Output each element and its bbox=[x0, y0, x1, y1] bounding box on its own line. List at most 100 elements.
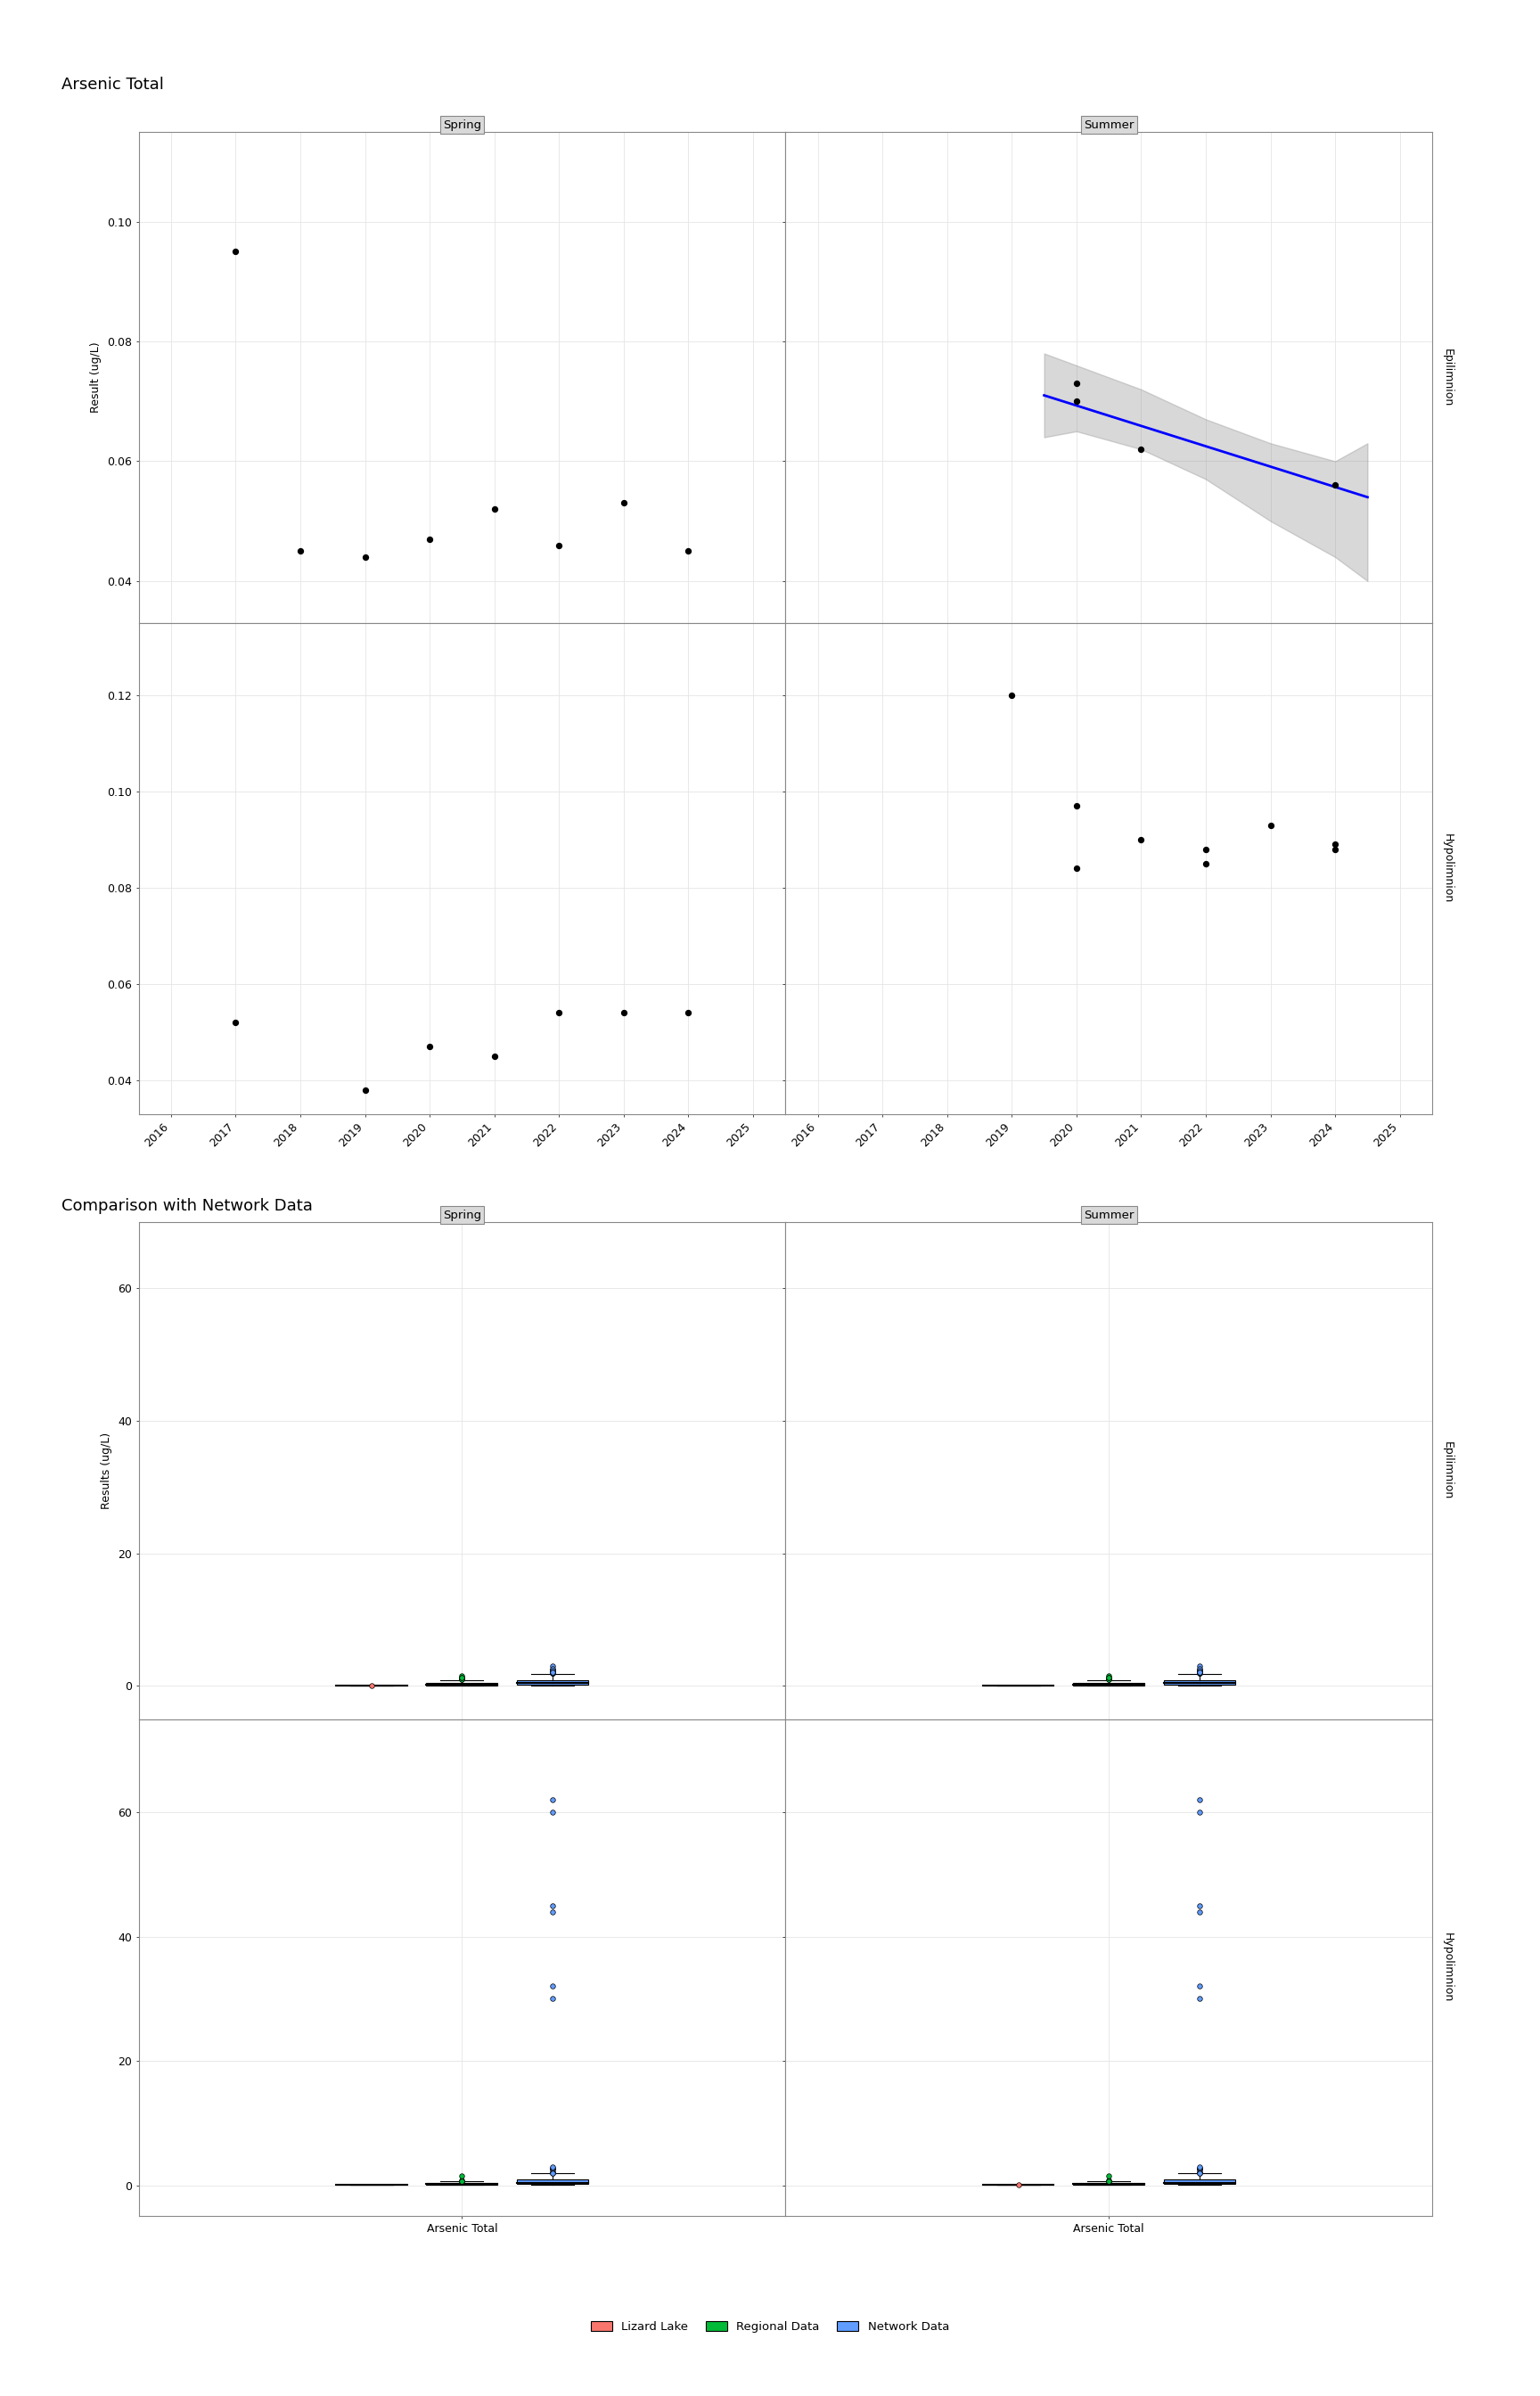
Point bbox=[541, 1651, 565, 1689]
Point bbox=[541, 1653, 565, 1692]
Point bbox=[611, 994, 636, 1033]
Point bbox=[353, 1071, 377, 1109]
Point bbox=[541, 1979, 565, 2017]
Point bbox=[541, 2154, 565, 2192]
Point bbox=[1258, 805, 1283, 843]
Point bbox=[1187, 2154, 1212, 2192]
Title: Spring: Spring bbox=[444, 1210, 480, 1222]
Point bbox=[541, 1653, 565, 1692]
Point bbox=[547, 527, 571, 565]
Text: Comparison with Network Data: Comparison with Network Data bbox=[62, 1198, 313, 1215]
Point bbox=[1096, 2161, 1121, 2200]
Point bbox=[450, 2161, 474, 2200]
Point bbox=[1187, 1653, 1212, 1692]
Point bbox=[1187, 1653, 1212, 1692]
Point bbox=[1096, 2161, 1121, 2200]
Point bbox=[223, 1004, 248, 1042]
Point bbox=[1187, 2152, 1212, 2190]
Point bbox=[541, 2154, 565, 2192]
Point bbox=[541, 1651, 565, 1689]
Point bbox=[541, 1648, 565, 1687]
Point bbox=[288, 532, 313, 570]
Point bbox=[1323, 824, 1348, 863]
Text: Epilimnion: Epilimnion bbox=[1441, 347, 1454, 407]
Point bbox=[1096, 1656, 1121, 1694]
Text: Hypolimnion: Hypolimnion bbox=[1441, 1934, 1454, 2003]
Title: Summer: Summer bbox=[1084, 120, 1133, 132]
Point bbox=[1096, 2161, 1121, 2200]
Title: Summer: Summer bbox=[1084, 1210, 1133, 1222]
Point bbox=[450, 1656, 474, 1694]
Point bbox=[541, 1653, 565, 1692]
Point bbox=[1064, 851, 1089, 889]
Point bbox=[541, 1653, 565, 1692]
Point bbox=[541, 1792, 565, 1831]
Point bbox=[450, 1658, 474, 1696]
Point bbox=[1187, 2149, 1212, 2188]
Point bbox=[1187, 2154, 1212, 2192]
Point bbox=[1187, 1979, 1212, 2017]
Point bbox=[541, 1646, 565, 1684]
Point bbox=[1187, 1653, 1212, 1692]
Point bbox=[1187, 1651, 1212, 1689]
Point bbox=[223, 232, 248, 271]
Point bbox=[1064, 383, 1089, 422]
Point bbox=[450, 1658, 474, 1696]
Point bbox=[541, 2149, 565, 2188]
Point bbox=[1187, 1886, 1212, 1924]
Point bbox=[547, 994, 571, 1033]
Text: Hypolimnion: Hypolimnion bbox=[1441, 834, 1454, 903]
Point bbox=[1064, 786, 1089, 824]
Point bbox=[541, 1653, 565, 1692]
Point bbox=[450, 2156, 474, 2195]
Title: Spring: Spring bbox=[444, 120, 480, 132]
Point bbox=[1096, 1658, 1121, 1696]
Point bbox=[1096, 1658, 1121, 1696]
Point bbox=[450, 2161, 474, 2200]
Point bbox=[541, 1653, 565, 1692]
Point bbox=[1187, 1967, 1212, 2005]
Point bbox=[676, 532, 701, 570]
Point bbox=[541, 2147, 565, 2185]
Point bbox=[1187, 1651, 1212, 1689]
Point bbox=[541, 2154, 565, 2192]
Point bbox=[1323, 829, 1348, 867]
Point bbox=[1187, 1646, 1212, 1684]
Point bbox=[1187, 1653, 1212, 1692]
Text: Epilimnion: Epilimnion bbox=[1441, 1442, 1454, 1500]
Point bbox=[541, 1886, 565, 1924]
Point bbox=[482, 491, 507, 530]
Bar bbox=[1164, 1680, 1235, 1684]
Point bbox=[1187, 2154, 1212, 2192]
Text: Arsenic Total: Arsenic Total bbox=[62, 77, 163, 93]
Y-axis label: Result (ug/L): Result (ug/L) bbox=[91, 343, 102, 412]
Point bbox=[450, 2161, 474, 2200]
Point bbox=[482, 1037, 507, 1076]
Point bbox=[417, 520, 442, 558]
Point bbox=[417, 1028, 442, 1066]
Point bbox=[1323, 467, 1348, 506]
Point bbox=[1187, 1653, 1212, 1692]
Point bbox=[541, 1967, 565, 2005]
Point bbox=[1187, 1780, 1212, 1819]
Point bbox=[1096, 2161, 1121, 2200]
Point bbox=[676, 994, 701, 1033]
Point bbox=[1064, 364, 1089, 403]
Point bbox=[611, 484, 636, 522]
Point bbox=[1187, 2149, 1212, 2188]
Point bbox=[1187, 1893, 1212, 1931]
Point bbox=[1187, 1653, 1212, 1692]
Point bbox=[450, 1658, 474, 1696]
Point bbox=[1187, 1651, 1212, 1689]
Bar bbox=[517, 2180, 588, 2185]
Point bbox=[541, 1653, 565, 1692]
Point bbox=[541, 2149, 565, 2188]
Point bbox=[1187, 1648, 1212, 1687]
Point bbox=[1187, 2149, 1212, 2188]
Point bbox=[1187, 2147, 1212, 2185]
Bar bbox=[517, 1680, 588, 1684]
Point bbox=[1096, 1660, 1121, 1699]
Point bbox=[541, 1653, 565, 1692]
Point bbox=[541, 2152, 565, 2190]
Legend: Lizard Lake, Regional Data, Network Data: Lizard Lake, Regional Data, Network Data bbox=[587, 2317, 953, 2338]
